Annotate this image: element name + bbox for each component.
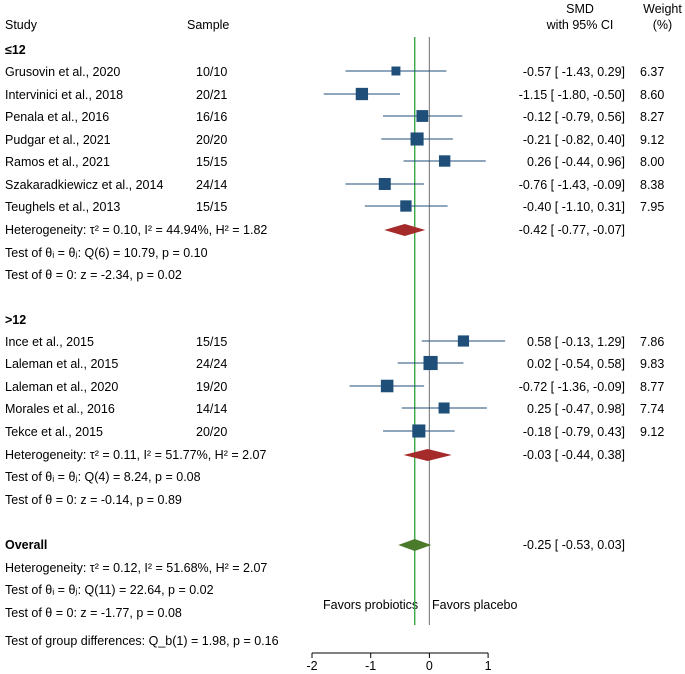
study-weight: 9.12 [640, 425, 665, 439]
study-weight: 8.00 [640, 155, 665, 169]
study-marker [380, 379, 394, 393]
study-marker [355, 87, 369, 101]
heterogeneity-text: Heterogeneity: τ² = 0.11, I² = 51.77%, H… [5, 448, 267, 462]
test-z-text: Test of θ = 0: z = -2.34, p = 0.02 [5, 268, 182, 282]
study-ci: -0.21 [ -0.82, 0.40] [522, 133, 625, 147]
header-sample: Sample [187, 18, 230, 32]
study-ci: -0.12 [ -0.79, 0.56] [522, 110, 625, 124]
study-marker [438, 402, 450, 414]
study-weight: 9.12 [640, 133, 665, 147]
subgroup-diamond [384, 224, 426, 236]
study-sample: 15/15 [196, 200, 228, 214]
study-weight: 9.83 [640, 357, 665, 371]
overall-test-z: Test of θ = 0: z = -1.77, p = 0.08 [5, 606, 182, 620]
study-weight: 7.74 [640, 402, 665, 416]
study-ci: -1.15 [ -1.80, -0.50] [518, 88, 625, 102]
study-name: Teughels et al., 2013 [5, 200, 121, 214]
study-ci: -0.72 [ -1.36, -0.09] [518, 380, 625, 394]
study-marker [457, 335, 470, 347]
test-q-text: Test of θᵢ = θⱼ: Q(4) = 8.24, p = 0.08 [5, 470, 201, 484]
study-sample: 16/16 [196, 110, 228, 124]
x-tick-label: 1 [485, 659, 492, 673]
test-q-text: Test of θᵢ = θⱼ: Q(6) = 10.79, p = 0.10 [5, 246, 208, 260]
study-ci: -0.40 [ -1.10, 0.31] [522, 200, 625, 214]
study-sample: 10/10 [196, 65, 228, 79]
study-sample: 24/14 [196, 178, 228, 192]
study-marker [400, 200, 412, 212]
overall-test-q: Test of θᵢ = θⱼ: Q(11) = 22.64, p = 0.02 [5, 583, 214, 597]
x-tick-label: -2 [306, 659, 317, 673]
x-tick-label: -1 [365, 659, 376, 673]
study-ci: 0.26 [ -0.44, 0.96] [527, 155, 625, 169]
study-marker [378, 178, 391, 190]
study-name: Szakaradkiewicz et al., 2014 [5, 178, 164, 192]
study-weight: 7.95 [640, 200, 665, 214]
study-ci: 0.25 [ -0.47, 0.98] [527, 402, 625, 416]
study-ci: -0.76 [ -1.43, -0.09] [518, 178, 625, 192]
study-name: Ramos et al., 2021 [5, 155, 110, 169]
study-name: Intervinici et al., 2018 [5, 88, 124, 102]
study-name: Morales et al., 2016 [5, 402, 115, 416]
study-weight: 8.27 [640, 110, 665, 124]
summary-ci: -0.42 [ -0.77, -0.07] [518, 223, 625, 237]
study-sample: 20/21 [196, 88, 228, 102]
study-name: Grusovin et al., 2020 [5, 65, 121, 79]
group-label-gt12: >12 [5, 313, 27, 327]
overall-diamond [398, 539, 432, 551]
study-marker [391, 66, 401, 76]
header-weight-pct: (%) [652, 18, 673, 32]
overall-heterogeneity: Heterogeneity: τ² = 0.12, I² = 51.68%, H… [5, 561, 268, 575]
study-ci: 0.58 [ -0.13, 1.29] [527, 335, 625, 349]
heterogeneity-text: Heterogeneity: τ² = 0.10, I² = 44.94%, H… [5, 223, 268, 237]
study-sample: 14/14 [196, 402, 228, 416]
study-name: Penala et al., 2016 [5, 110, 110, 124]
study-sample: 20/20 [196, 133, 228, 147]
study-marker [410, 132, 424, 146]
study-sample: 24/24 [196, 357, 228, 371]
study-name: Tekce et al., 2015 [5, 425, 103, 439]
study-name: Laleman et al., 2020 [5, 380, 119, 394]
study-marker [416, 110, 429, 122]
study-weight: 8.77 [640, 380, 665, 394]
study-sample: 19/20 [196, 380, 228, 394]
study-ci: -0.18 [ -0.79, 0.43] [522, 425, 625, 439]
study-weight: 8.60 [640, 88, 665, 102]
study-marker [412, 424, 426, 438]
study-weight: 8.38 [640, 178, 665, 192]
study-name: Laleman et al., 2015 [5, 357, 119, 371]
group-difference-test: Test of group differences: Q_b(1) = 1.98… [5, 634, 279, 648]
overall-label: Overall [5, 538, 48, 552]
study-sample: 15/15 [196, 335, 228, 349]
study-ci: 0.02 [ -0.54, 0.58] [527, 357, 625, 371]
subgroup-diamond [403, 449, 452, 461]
summary-ci: -0.03 [ -0.44, 0.38] [522, 448, 625, 462]
header-weight: Weight [643, 2, 682, 16]
favors-placebo-label: Favors placebo [432, 598, 518, 612]
study-sample: 15/15 [196, 155, 228, 169]
header-smd: SMD [566, 2, 594, 16]
x-tick-label: 0 [426, 659, 433, 673]
overall-ci: -0.25 [ -0.53, 0.03] [522, 538, 625, 552]
study-marker [423, 355, 438, 371]
favors-probiotics-label: Favors probiotics [323, 598, 419, 612]
study-weight: 6.37 [640, 65, 665, 79]
header-smd-ci: with 95% CI [546, 18, 614, 32]
study-marker [438, 155, 451, 167]
study-name: Ince et al., 2015 [5, 335, 94, 349]
header-study: Study [5, 18, 37, 32]
study-sample: 20/20 [196, 425, 228, 439]
study-name: Pudgar et al., 2021 [5, 133, 111, 147]
study-ci: -0.57 [ -1.43, 0.29] [522, 65, 625, 79]
study-weight: 7.86 [640, 335, 665, 349]
test-z-text: Test of θ = 0: z = -0.14, p = 0.89 [5, 493, 182, 507]
group-label-le12: ≤12 [5, 43, 26, 57]
